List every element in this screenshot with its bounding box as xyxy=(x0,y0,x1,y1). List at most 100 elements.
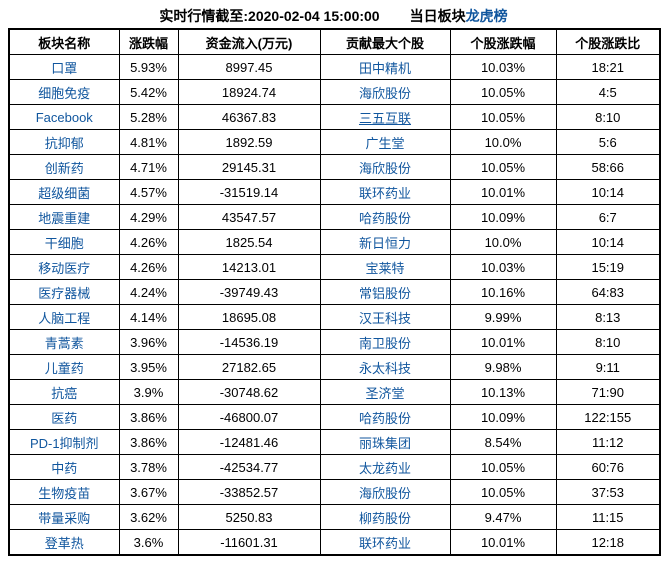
sector-name-link[interactable]: 地震重建 xyxy=(8,204,120,230)
table-row: 中药 3.78% -42534.77 太龙药业 10.05% 60:76 xyxy=(8,454,661,480)
sector-name-link[interactable]: 青蒿素 xyxy=(8,329,120,355)
inflow-value: 1825.54 xyxy=(177,229,321,255)
table-row: 抗癌 3.9% -30748.62 圣济堂 10.13% 71:90 xyxy=(8,379,661,405)
stock-name-link[interactable]: 汉王科技 xyxy=(319,304,451,330)
sector-change-value: 4.26% xyxy=(118,229,179,255)
table-row: 儿童药 3.95% 27182.65 永太科技 9.98% 9:11 xyxy=(8,354,661,380)
updown-ratio-value: 8:10 xyxy=(555,329,661,355)
stock-change-value: 10.01% xyxy=(449,329,557,355)
stock-name-link[interactable]: 柳药股份 xyxy=(319,504,451,530)
inflow-value: 5250.83 xyxy=(177,504,321,530)
updown-ratio-value: 11:15 xyxy=(555,504,661,530)
sector-change-value: 3.67% xyxy=(118,479,179,505)
updown-ratio-value: 5:6 xyxy=(555,129,661,155)
table-row: 带量采购 3.62% 5250.83 柳药股份 9.47% 11:15 xyxy=(8,504,661,530)
inflow-value: 27182.65 xyxy=(177,354,321,380)
stock-name-link[interactable]: 三五互联 xyxy=(319,104,451,130)
sector-change-value: 5.28% xyxy=(118,104,179,130)
sector-name-link[interactable]: 中药 xyxy=(8,454,120,480)
updown-ratio-value: 6:7 xyxy=(555,204,661,230)
table-row: 移动医疗 4.26% 14213.01 宝莱特 10.03% 15:19 xyxy=(8,254,661,280)
stock-change-value: 10.05% xyxy=(449,79,557,105)
table-row: 医疗器械 4.24% -39749.43 常铝股份 10.16% 64:83 xyxy=(8,279,661,305)
sector-name-link[interactable]: 创新药 xyxy=(8,154,120,180)
sector-change-value: 4.81% xyxy=(118,129,179,155)
updown-ratio-value: 58:66 xyxy=(555,154,661,180)
column-header-change: 涨跌幅 xyxy=(118,28,179,55)
table-row: 人脑工程 4.14% 18695.08 汉王科技 9.99% 8:13 xyxy=(8,304,661,330)
sector-name-link[interactable]: 医疗器械 xyxy=(8,279,120,305)
stock-name-link[interactable]: 圣济堂 xyxy=(319,379,451,405)
stock-name-link[interactable]: 丽珠集团 xyxy=(319,429,451,455)
stock-name-link[interactable]: 哈药股份 xyxy=(319,204,451,230)
inflow-value: 43547.57 xyxy=(177,204,321,230)
inflow-value: -42534.77 xyxy=(177,454,321,480)
stock-name-link[interactable]: 永太科技 xyxy=(319,354,451,380)
stock-name-link[interactable]: 哈药股份 xyxy=(319,404,451,430)
sector-name-link[interactable]: 带量采购 xyxy=(8,504,120,530)
stock-name-link[interactable]: 田中精机 xyxy=(319,54,451,80)
sector-name-link[interactable]: 儿童药 xyxy=(8,354,120,380)
sector-name-link[interactable]: 登革热 xyxy=(8,529,120,556)
stock-name-link[interactable]: 海欣股份 xyxy=(319,479,451,505)
sector-name-link[interactable]: 生物疫苗 xyxy=(8,479,120,505)
sector-name-link[interactable]: 干细胞 xyxy=(8,229,120,255)
sector-change-value: 5.42% xyxy=(118,79,179,105)
sector-change-value: 4.29% xyxy=(118,204,179,230)
updown-ratio-value: 8:10 xyxy=(555,104,661,130)
sector-change-value: 3.9% xyxy=(118,379,179,405)
table-row: Facebook 5.28% 46367.83 三五互联 10.05% 8:10 xyxy=(8,104,661,130)
stock-name-link[interactable]: 新日恒力 xyxy=(319,229,451,255)
stock-name-link[interactable]: 太龙药业 xyxy=(319,454,451,480)
stock-name-link[interactable]: 联环药业 xyxy=(319,529,451,556)
sector-change-value: 4.24% xyxy=(118,279,179,305)
stock-change-value: 10.0% xyxy=(449,229,557,255)
updown-ratio-value: 15:19 xyxy=(555,254,661,280)
updown-ratio-value: 11:12 xyxy=(555,429,661,455)
column-header-stock: 贡献最大个股 xyxy=(319,28,451,55)
stock-name-link[interactable]: 广生堂 xyxy=(319,129,451,155)
leaderboard-link[interactable]: 龙虎榜 xyxy=(465,8,508,24)
stock-change-value: 10.09% xyxy=(449,404,557,430)
updown-ratio-value: 10:14 xyxy=(555,229,661,255)
table-row: PD-1抑制剂 3.86% -12481.46 丽珠集团 8.54% 11:12 xyxy=(8,429,661,455)
stock-change-value: 9.98% xyxy=(449,354,557,380)
sector-change-value: 3.86% xyxy=(118,429,179,455)
column-header-stock-change: 个股涨跌幅 xyxy=(449,28,557,55)
sector-name-link[interactable]: 人脑工程 xyxy=(8,304,120,330)
updown-ratio-value: 10:14 xyxy=(555,179,661,205)
sector-name-link[interactable]: Facebook xyxy=(8,104,120,130)
sector-name-link[interactable]: 细胞免疫 xyxy=(8,79,120,105)
sector-name-link[interactable]: 抗癌 xyxy=(8,379,120,405)
inflow-value: 18695.08 xyxy=(177,304,321,330)
stock-name-link[interactable]: 宝莱特 xyxy=(319,254,451,280)
table-row: 超级细菌 4.57% -31519.14 联环药业 10.01% 10:14 xyxy=(8,179,661,205)
sector-name-link[interactable]: PD-1抑制剂 xyxy=(8,429,120,455)
sector-change-value: 4.71% xyxy=(118,154,179,180)
table-row: 细胞免疫 5.42% 18924.74 海欣股份 10.05% 4:5 xyxy=(8,79,661,105)
stock-change-value: 8.54% xyxy=(449,429,557,455)
stock-name-link[interactable]: 南卫股份 xyxy=(319,329,451,355)
stock-change-value: 10.01% xyxy=(449,179,557,205)
sector-name-link[interactable]: 超级细菌 xyxy=(8,179,120,205)
stock-name-link[interactable]: 海欣股份 xyxy=(319,79,451,105)
sector-name-link[interactable]: 移动医疗 xyxy=(8,254,120,280)
updown-ratio-value: 4:5 xyxy=(555,79,661,105)
sector-change-value: 5.93% xyxy=(118,54,179,80)
sector-change-value: 3.78% xyxy=(118,454,179,480)
sector-name-link[interactable]: 抗抑郁 xyxy=(8,129,120,155)
inflow-value: -31519.14 xyxy=(177,179,321,205)
updown-ratio-value: 37:53 xyxy=(555,479,661,505)
inflow-value: -46800.07 xyxy=(177,404,321,430)
inflow-value: 14213.01 xyxy=(177,254,321,280)
table-row: 抗抑郁 4.81% 1892.59 广生堂 10.0% 5:6 xyxy=(8,129,661,155)
updown-ratio-value: 122:155 xyxy=(555,404,661,430)
sector-name-link[interactable]: 医药 xyxy=(8,404,120,430)
sector-name-link[interactable]: 口罩 xyxy=(8,54,120,80)
sector-change-value: 3.95% xyxy=(118,354,179,380)
stock-name-link[interactable]: 常铝股份 xyxy=(319,279,451,305)
stock-name-link[interactable]: 海欣股份 xyxy=(319,154,451,180)
table-row: 生物疫苗 3.67% -33852.57 海欣股份 10.05% 37:53 xyxy=(8,479,661,505)
stock-name-link[interactable]: 联环药业 xyxy=(319,179,451,205)
inflow-value: -30748.62 xyxy=(177,379,321,405)
